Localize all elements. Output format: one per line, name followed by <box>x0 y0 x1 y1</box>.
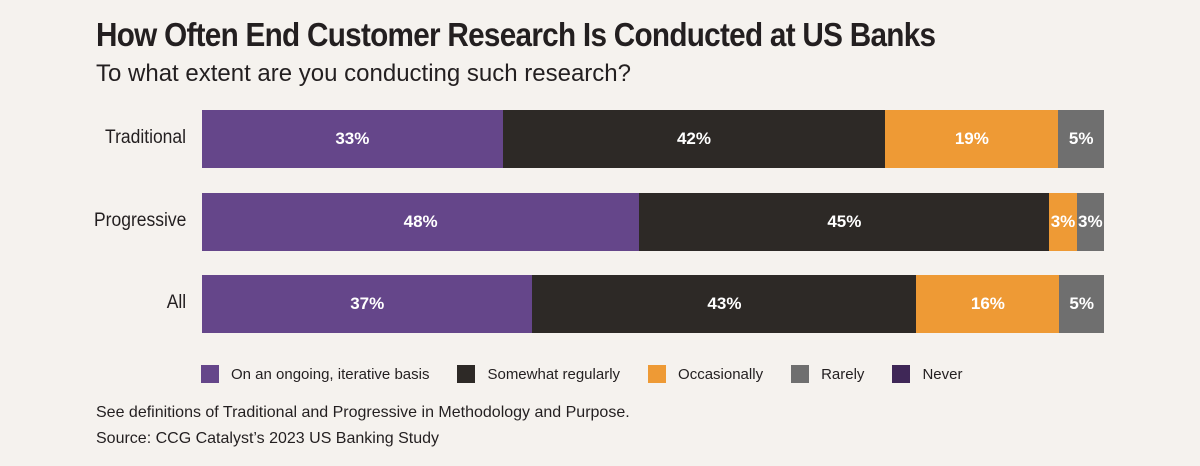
category-label: Progressive <box>93 210 186 231</box>
bar-segment: 45% <box>639 193 1050 251</box>
source-note: Source: CCG Catalyst’s 2023 US Banking S… <box>96 430 439 447</box>
legend-item: Somewhat regularly <box>457 365 620 383</box>
bar-segment: 3% <box>1049 193 1077 251</box>
bar-segment: 37% <box>202 275 533 333</box>
bar-segment: 5% <box>1059 275 1104 333</box>
legend-item: On an ongoing, iterative basis <box>201 365 429 383</box>
legend-swatch <box>791 365 810 383</box>
legend-swatch <box>457 365 476 383</box>
legend-item: Occasionally <box>648 365 763 383</box>
bar-segment: 48% <box>202 193 640 251</box>
chart-title: How Often End Customer Research Is Condu… <box>96 16 936 53</box>
bar-row-traditional: 33% 42% 19% 5% <box>202 110 1104 168</box>
definitions-note: See definitions of Traditional and Progr… <box>96 404 630 421</box>
bar-segment: 33% <box>202 110 503 168</box>
bar-segment: 3% <box>1076 193 1104 251</box>
category-label: All <box>166 292 186 313</box>
legend-swatch <box>892 365 911 383</box>
legend-swatch <box>648 365 667 383</box>
bar-segment: 16% <box>916 275 1060 333</box>
legend-label: Never <box>922 365 963 383</box>
legend-item: Rarely <box>791 365 864 383</box>
chart-subtitle: To what extent are you conducting such r… <box>96 60 631 87</box>
legend-item: Never <box>892 365 962 383</box>
legend-label: Somewhat regularly <box>487 365 621 383</box>
bar-row-all: 37% 43% 16% 5% <box>202 275 1104 333</box>
legend-swatch <box>201 365 219 383</box>
bar-row-progressive: 48% 45% 3% 3% <box>202 193 1104 251</box>
legend-label: On an ongoing, iterative basis <box>231 365 430 383</box>
category-label: Traditional <box>105 127 186 148</box>
legend: On an ongoing, iterative basis Somewhat r… <box>201 365 990 383</box>
bar-segment: 19% <box>885 110 1059 168</box>
legend-label: Rarely <box>821 365 865 383</box>
bar-segment: 5% <box>1058 110 1104 168</box>
bar-segment: 43% <box>532 275 917 333</box>
legend-label: Occasionally <box>678 365 764 383</box>
bar-segment: 42% <box>502 110 886 168</box>
